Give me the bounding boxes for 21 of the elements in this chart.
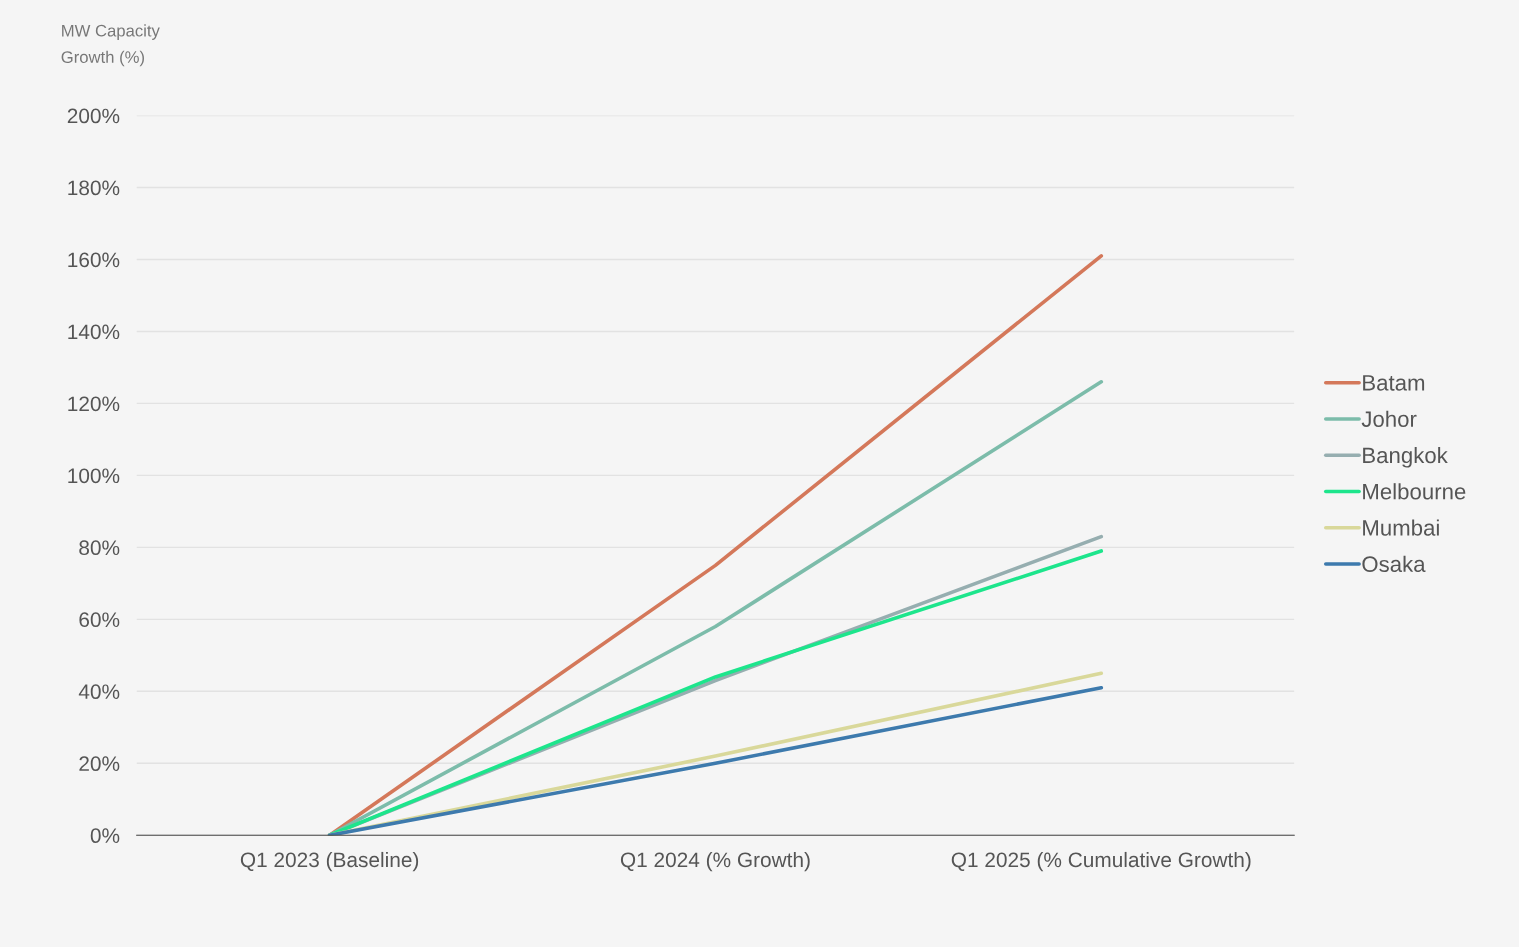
y-tick-label: 120% xyxy=(68,396,120,412)
y-tick-label: 140% xyxy=(68,324,120,340)
x-tick-label: Q1 2024 (% Growth) xyxy=(620,851,810,872)
y-tick-label: 100% xyxy=(68,468,120,484)
legend-label: Mumbai xyxy=(1363,519,1439,536)
y-tick-label: 200% xyxy=(67,108,120,124)
legend-label: Batam xyxy=(1363,375,1425,391)
y-axis-title: MW Capacity Growth (%) xyxy=(61,24,160,67)
legend-label: Johor xyxy=(1361,410,1417,427)
legend-label: Bangkok xyxy=(1363,446,1448,468)
y-tick-label: 180% xyxy=(68,180,120,196)
legend-label: Melbourne xyxy=(1363,483,1466,500)
y-tick-label: 160% xyxy=(68,252,120,268)
y-tick-label: 20% xyxy=(79,756,120,772)
y-tick-label: 80% xyxy=(79,540,120,556)
y-tick-label: 60% xyxy=(79,612,120,628)
x-tick-label: Q1 2025 (% Cumulative Growth) xyxy=(951,851,1251,872)
y-tick-label: 40% xyxy=(78,684,120,700)
legend-label: Osaka xyxy=(1362,555,1426,573)
y-tick-label: 0% xyxy=(90,828,120,844)
x-tick-label: Q1 2023 (Baseline) xyxy=(240,851,419,872)
